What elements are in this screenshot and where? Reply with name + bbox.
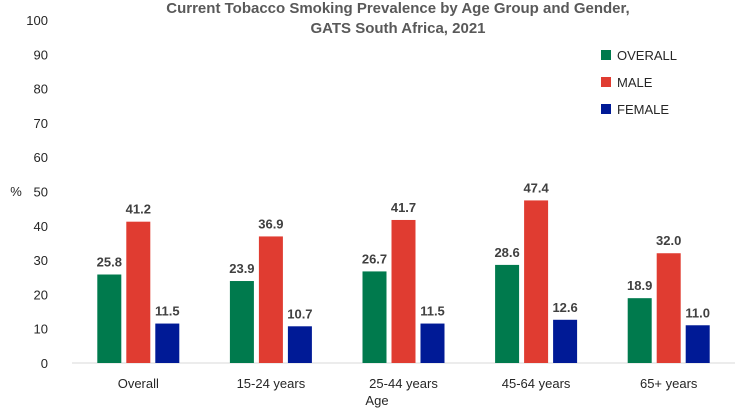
- category-label: 45-64 years: [502, 376, 571, 391]
- bars: 25.8 41.2 11.5 23.9 36.9 10.7 26.7 41.7 11.5 28.6…: [97, 180, 710, 363]
- y-tick-label: 40: [34, 219, 48, 234]
- data-label: 18.9: [627, 278, 652, 293]
- y-tick-label: 60: [34, 150, 48, 165]
- bar-female: [685, 325, 710, 363]
- bar-female: [287, 326, 312, 363]
- bar-male: [524, 200, 549, 363]
- legend-swatch-male: [601, 77, 611, 87]
- bar-male: [656, 253, 681, 363]
- category-label: Overall: [118, 376, 159, 391]
- legend: OVERALL MALE FEMALE: [601, 48, 677, 117]
- y-tick-label: 20: [34, 287, 48, 302]
- category-label: 25-44 years: [369, 376, 438, 391]
- category-labels: Overall 15-24 years 25-44 years 45-64 years…: [118, 376, 698, 391]
- bar-overall: [495, 264, 520, 363]
- y-axis-title: %: [10, 184, 22, 199]
- legend-label-male: MALE: [617, 75, 653, 90]
- data-label: 11.5: [420, 304, 445, 319]
- y-tick-label: 50: [34, 185, 48, 200]
- y-tick-label: 0: [41, 356, 48, 371]
- data-label: 41.2: [126, 202, 151, 217]
- data-label: 11.0: [685, 305, 710, 320]
- bar-overall: [97, 274, 122, 363]
- y-tick-label: 10: [34, 322, 48, 337]
- bar-overall: [627, 298, 652, 363]
- data-label: 28.6: [494, 245, 519, 260]
- legend-swatch-female: [601, 104, 611, 114]
- category-label: 15-24 years: [237, 376, 306, 391]
- data-label: 47.4: [523, 180, 549, 195]
- legend-label-overall: OVERALL: [617, 48, 677, 63]
- y-tick-label: 100: [26, 13, 48, 28]
- y-tick-label: 80: [34, 82, 48, 97]
- data-label: 32.0: [656, 233, 681, 248]
- chart-title-line1: Current Tobacco Smoking Prevalence by Ag…: [166, 0, 629, 17]
- bar-overall: [229, 281, 254, 363]
- chart-title-line2: GATS South Africa, 2021: [310, 20, 485, 37]
- data-label: 10.7: [287, 306, 312, 321]
- y-axis-ticks: 0 10 20 30 40 50 60 70 80 90 100: [26, 13, 48, 371]
- data-label: 36.9: [258, 216, 283, 231]
- bar-male: [258, 236, 283, 363]
- category-label: 65+ years: [640, 376, 698, 391]
- y-tick-label: 30: [34, 253, 48, 268]
- y-tick-label: 70: [34, 116, 48, 131]
- data-label: 12.6: [552, 300, 577, 315]
- bar-female: [553, 319, 578, 363]
- bar-male: [391, 219, 416, 363]
- x-axis-title: Age: [365, 393, 388, 408]
- data-label: 26.7: [362, 251, 387, 266]
- data-label: 23.9: [229, 261, 254, 276]
- bar-male: [126, 221, 151, 363]
- data-label: 41.7: [391, 200, 416, 215]
- legend-swatch-overall: [601, 50, 611, 60]
- data-label: 25.8: [97, 255, 122, 270]
- legend-label-female: FEMALE: [617, 102, 669, 117]
- bar-overall: [362, 271, 387, 363]
- bar-female: [420, 323, 445, 363]
- data-label: 11.5: [155, 304, 180, 319]
- y-tick-label: 90: [34, 47, 48, 62]
- bar-female: [155, 323, 180, 363]
